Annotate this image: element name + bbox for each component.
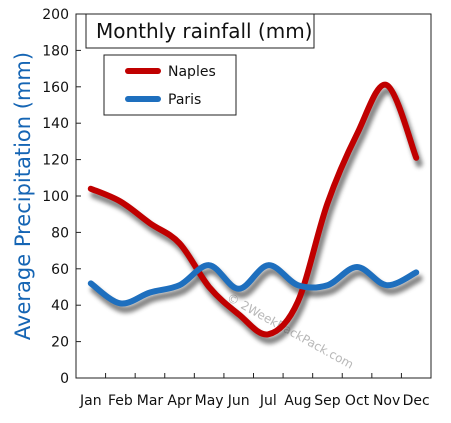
y-tick-label: 200	[42, 7, 69, 23]
legend-label-paris: Paris	[168, 92, 201, 108]
x-tick-label: Jul	[259, 393, 277, 409]
legend-label-naples: Naples	[168, 64, 216, 80]
y-tick-label: 100	[42, 189, 69, 205]
y-tick-label: 160	[42, 80, 69, 96]
y-tick-label: 40	[51, 298, 69, 314]
x-tick-label: Jan	[79, 393, 102, 409]
x-tick-label: Oct	[345, 393, 370, 409]
x-tick-label: Dec	[403, 393, 430, 409]
y-tick-label: 0	[60, 371, 69, 387]
y-tick-label: 180	[42, 43, 69, 59]
x-tick-label: Nov	[373, 393, 400, 409]
x-tick-label: Sep	[314, 393, 341, 409]
y-tick-label: 20	[51, 335, 69, 351]
x-tick-label: May	[195, 393, 224, 409]
y-tick-label: 80	[51, 225, 69, 241]
chart-title: Monthly rainfall (mm)	[96, 19, 312, 43]
x-tick-label: Jun	[227, 393, 250, 409]
y-tick-label: 60	[51, 262, 69, 278]
x-tick-label: Apr	[167, 393, 191, 409]
y-tick-label: 120	[42, 153, 69, 169]
x-tick-label: Aug	[284, 393, 311, 409]
x-tick-label: Mar	[137, 393, 164, 409]
y-axis-label: Average Precipitation (mm)	[11, 52, 35, 340]
x-tick-label: Feb	[108, 393, 133, 409]
y-tick-label: 140	[42, 116, 69, 132]
